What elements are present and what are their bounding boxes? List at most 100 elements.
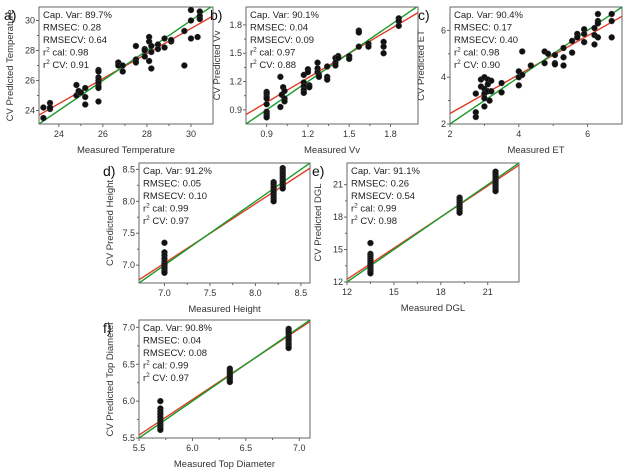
data-point — [488, 88, 495, 95]
data-point — [367, 239, 374, 247]
data-point — [132, 42, 140, 50]
x-tick-label: 8.0 — [249, 288, 262, 298]
stat-rmsec: RMSEC: 0.17 — [454, 23, 512, 34]
y-tick-label: 4 — [441, 72, 446, 82]
stat-r2-cv: r2 CV: 0.97 — [143, 372, 189, 384]
plot-area — [246, 7, 418, 124]
data-point — [355, 29, 363, 36]
stat-rmsecv: RMSECV: 0.54 — [351, 191, 415, 202]
x-tick-label: 0.9 — [260, 129, 273, 139]
stat-rmsec: RMSEC: 0.05 — [143, 179, 201, 190]
panel-letter: d) — [103, 163, 115, 179]
data-point — [181, 27, 188, 35]
stat-value: CV: 0.97 — [150, 216, 189, 227]
data-point — [594, 10, 602, 18]
r-symbol: r — [250, 60, 253, 71]
data-point — [161, 44, 168, 51]
x-tick-label: 7.0 — [293, 443, 306, 453]
data-point — [161, 269, 168, 276]
superscript-2: 2 — [146, 372, 150, 379]
data-point — [187, 7, 195, 14]
data-point — [119, 68, 126, 75]
x-tick-label: 24 — [54, 129, 64, 139]
data-point — [148, 65, 155, 72]
data-point — [82, 93, 89, 101]
data-point — [277, 73, 284, 81]
data-point — [560, 54, 567, 61]
data-point — [95, 68, 102, 75]
data-point — [346, 55, 353, 63]
panel-e: e) 12 15 18 21 12 15 18 21 Measured DGL CV Predict… — [312, 162, 520, 314]
x-axis-title: Measured ET — [507, 145, 564, 156]
r-symbol: r — [454, 48, 457, 59]
plot-frame — [346, 162, 520, 283]
x-axis-title: Measured Height — [188, 304, 261, 315]
y-tick-label: 6.5 — [122, 359, 135, 369]
x-tick-label: 1.8 — [384, 129, 397, 139]
stat-value: cal: 0.97 — [257, 48, 296, 59]
panel-letter: f) — [103, 320, 112, 336]
stat-rmsecv: RMSECV: 0.64 — [43, 35, 107, 46]
y-axis-title: CV Predicted Temperature — [5, 10, 16, 122]
data-point — [574, 34, 581, 41]
superscript-2: 2 — [253, 47, 257, 54]
stat-rmsec: RMSEC: 0.04 — [143, 336, 201, 347]
stat-cap-var: Cap. Var: 91.1% — [351, 166, 421, 177]
data-point — [306, 84, 313, 91]
stat-r2-cv: r2 CV: 0.91 — [43, 59, 89, 71]
y-tick-label: 6 — [441, 25, 446, 35]
data-point — [365, 43, 372, 50]
stat-r2-cal: r2 cal: 0.99 — [143, 360, 188, 372]
data-point — [40, 114, 47, 122]
data-point — [304, 68, 312, 76]
data-point — [187, 17, 195, 24]
panel-letter: c) — [418, 7, 430, 23]
superscript-2: 2 — [146, 215, 150, 222]
data-point — [591, 41, 598, 48]
data-point — [488, 77, 495, 84]
y-tick-label: 26 — [25, 76, 35, 86]
data-point — [187, 35, 195, 42]
panel-letter: e) — [312, 163, 324, 179]
stat-r2-cv: r2 CV: 0.88 — [250, 59, 296, 71]
r-symbol: r — [351, 204, 354, 215]
data-point — [498, 89, 505, 96]
data-point — [551, 51, 559, 59]
stat-cap-var: Cap. Var: 89.7% — [43, 10, 113, 21]
plot-area — [139, 320, 310, 438]
data-point — [95, 98, 102, 105]
stat-rmsecv: RMSECV: 0.08 — [143, 348, 207, 359]
stat-r2-cal: r2 cal: 0.99 — [351, 203, 396, 215]
data-point — [181, 62, 188, 69]
data-point — [519, 48, 526, 55]
plot-frame — [245, 6, 419, 125]
stat-value: cal: 0.98 — [461, 48, 500, 59]
y-tick-label: 15 — [333, 245, 343, 255]
y-tick-label: 8.5 — [122, 164, 135, 174]
panel-c: c) 2 4 6 2 4 6 Measured ET CV Predicted ET Cap. V… — [416, 6, 623, 156]
superscript-2: 2 — [354, 215, 358, 222]
r-symbol: r — [43, 60, 46, 71]
data-point — [82, 101, 89, 108]
y-tick-label: 28 — [25, 46, 35, 56]
data-point — [486, 97, 493, 104]
stat-cap-var: Cap. Var: 90.1% — [250, 10, 320, 21]
superscript-2: 2 — [46, 47, 50, 54]
superscript-2: 2 — [354, 203, 358, 210]
data-point — [380, 50, 387, 57]
data-point — [367, 270, 374, 277]
data-point — [323, 63, 331, 70]
x-tick-label: 1.5 — [343, 129, 356, 139]
data-point — [157, 426, 164, 434]
stat-cap-var: Cap. Var: 90.4% — [454, 10, 524, 21]
data-point — [40, 104, 47, 111]
data-point — [141, 53, 148, 60]
y-tick-label: 12 — [333, 277, 343, 287]
data-point — [167, 36, 175, 44]
data-point — [281, 87, 288, 95]
data-point — [551, 61, 559, 68]
stat-r2-cal: r2 cal: 0.98 — [454, 47, 499, 59]
superscript-2: 2 — [146, 360, 150, 367]
x-tick-label: 30 — [186, 129, 196, 139]
regression-line — [246, 12, 418, 116]
